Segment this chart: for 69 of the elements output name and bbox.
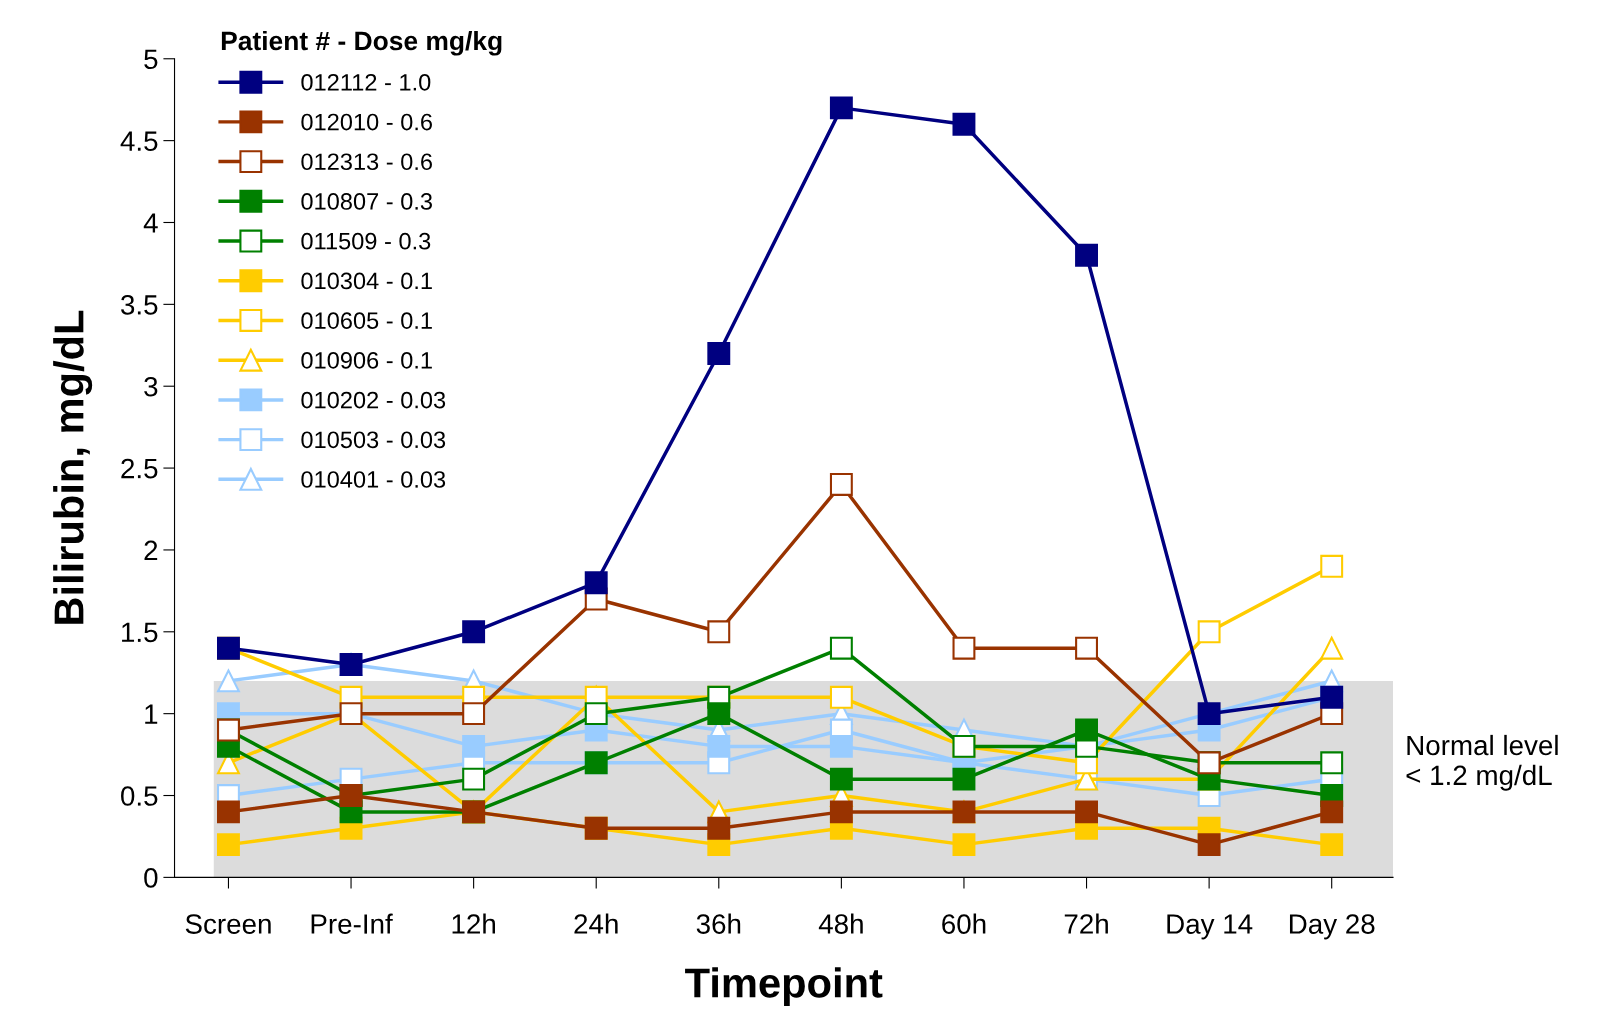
x-tick-label: Day 28	[1289, 914, 1375, 940]
point	[584, 571, 608, 595]
point	[1197, 833, 1221, 857]
point	[829, 636, 853, 660]
legend-label: 010401 - 0.03	[301, 471, 446, 488]
point	[707, 816, 731, 840]
y-tick-label: 0.5	[121, 786, 158, 806]
legend-title: Patient # - Dose mg/kg	[221, 30, 502, 56]
x-tick-label: 60h	[942, 913, 986, 934]
point	[462, 702, 486, 726]
point	[952, 767, 976, 791]
x-tick-label: 36h	[696, 913, 741, 934]
x-tick-label: 72h	[1064, 913, 1108, 934]
y-tick-label: 3	[144, 376, 158, 397]
legend-label: 011509 - 0.3	[301, 232, 431, 250]
point	[462, 767, 486, 791]
legend-label: 010503 - 0.03	[301, 431, 446, 449]
point	[1320, 800, 1344, 824]
x-tick-label: 48h	[818, 913, 863, 934]
point	[707, 620, 731, 644]
legend-label: 010605 - 0.1	[301, 312, 432, 329]
point	[707, 702, 731, 726]
point	[707, 734, 731, 758]
y-tick-label: 4	[143, 213, 158, 233]
point	[1075, 243, 1098, 267]
legend-label: 010807 - 0.3	[301, 193, 432, 210]
point	[829, 800, 853, 824]
y-tick-label: 0	[144, 868, 158, 888]
x-tick-label: Day 14	[1167, 914, 1253, 940]
point	[1197, 620, 1221, 644]
y-tick-label: 3.5	[121, 295, 158, 315]
x-tick-label: Screen	[185, 914, 271, 934]
y-tick-label: 1	[145, 704, 158, 724]
y-tick-label: 4.5	[120, 131, 158, 151]
band-label: Normal level < 1.2 mg/dL	[1406, 734, 1558, 791]
point	[462, 734, 486, 758]
point	[707, 342, 731, 365]
point	[1075, 800, 1098, 824]
point	[217, 669, 240, 693]
x-tick-label: Pre-Inf	[311, 913, 393, 934]
legend-label: 010202 - 0.03	[301, 391, 446, 409]
point	[829, 96, 853, 120]
y-tick-label: 2.5	[121, 458, 158, 479]
point	[1320, 833, 1344, 857]
point	[952, 833, 976, 857]
point	[217, 833, 240, 857]
x-axis-title: Timepoint	[685, 967, 883, 1007]
x-tick-label: 12h	[452, 913, 495, 934]
point	[829, 685, 853, 709]
y-tick-label: 5	[144, 49, 158, 70]
legend-label: 012313 - 0.6	[301, 153, 432, 171]
point	[952, 636, 976, 660]
point	[952, 112, 976, 136]
point	[1320, 751, 1344, 775]
point	[217, 800, 240, 824]
point	[829, 767, 853, 791]
point	[1075, 718, 1098, 742]
legend-label: 012010 - 0.6	[301, 113, 432, 131]
point	[462, 620, 486, 644]
point	[829, 734, 853, 758]
point	[829, 472, 853, 496]
y-tick-label: 1.5	[122, 622, 158, 643]
y-axis-title: Bilirubin, mg/dL	[53, 310, 93, 624]
point	[1075, 636, 1098, 660]
legend-label: 012112 - 1.0	[301, 73, 431, 91]
legend-label: 010906 - 0.1	[301, 351, 432, 369]
x-tick-label: 24h	[574, 913, 618, 934]
y-tick-label: 2	[144, 540, 158, 560]
legend-label: 010304 - 0.1	[301, 272, 432, 290]
